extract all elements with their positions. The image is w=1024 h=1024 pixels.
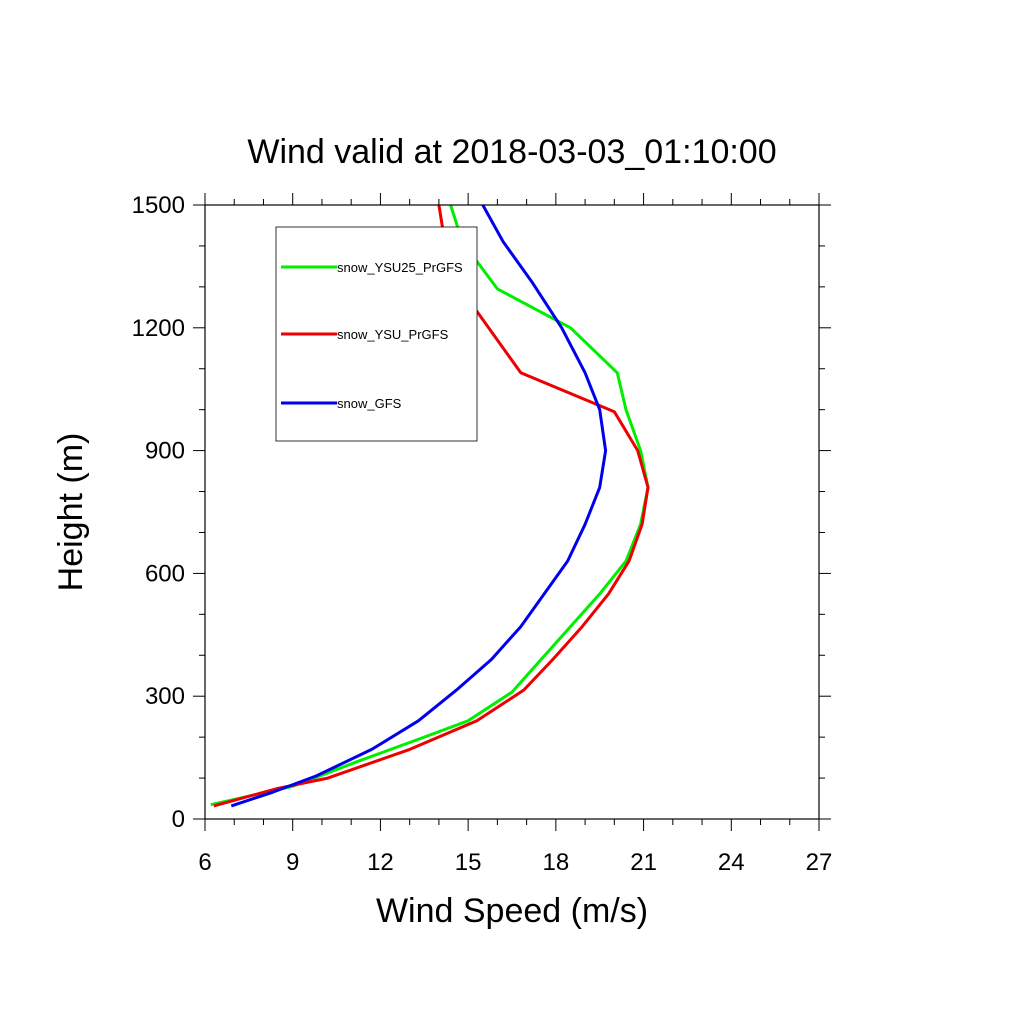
x-tick-label: 9 [286, 849, 299, 876]
y-tick-label: 0 [172, 806, 185, 833]
x-tick-label: 6 [198, 849, 211, 876]
axis-tick-labels: 6 9 12 15 18 21 24 27 0 300 600 900 1200 1500 [132, 192, 833, 876]
legend: snow_YSU25_PrGFS snow_YSU_PrGFS snow_GFS [275, 226, 478, 442]
axis-ticks [193, 193, 831, 831]
y-tick-label: 1200 [132, 315, 185, 342]
plot-frame [204, 204, 820, 820]
y-tick-label: 300 [145, 683, 185, 710]
x-axis-label: Wind Speed (m/s) [376, 892, 648, 930]
legend-label: snow_YSU25_PrGFS [337, 260, 463, 275]
x-tick-label: 15 [455, 849, 482, 876]
x-tick-label: 18 [543, 849, 570, 876]
x-tick-label: 27 [806, 849, 833, 876]
y-tick-label: 600 [145, 560, 185, 587]
legend-label: snow_YSU_PrGFS [337, 327, 449, 342]
plot-area [210, 204, 650, 808]
x-tick-label: 24 [718, 849, 745, 876]
legend-label: snow_GFS [337, 396, 402, 411]
x-tick-label: 21 [630, 849, 657, 876]
chart-title: Wind valid at 2018-03-03_01:10:00 [247, 133, 776, 171]
series-line-snow_YSU_PrGFS [213, 204, 650, 808]
x-tick-label: 12 [367, 849, 394, 876]
series-line-snow_YSU25_PrGFS [210, 204, 650, 807]
y-axis-label: Height (m) [52, 433, 90, 592]
series-line-snow_GFS [230, 204, 608, 808]
y-tick-label: 900 [145, 438, 185, 465]
y-tick-label: 1500 [132, 192, 185, 219]
